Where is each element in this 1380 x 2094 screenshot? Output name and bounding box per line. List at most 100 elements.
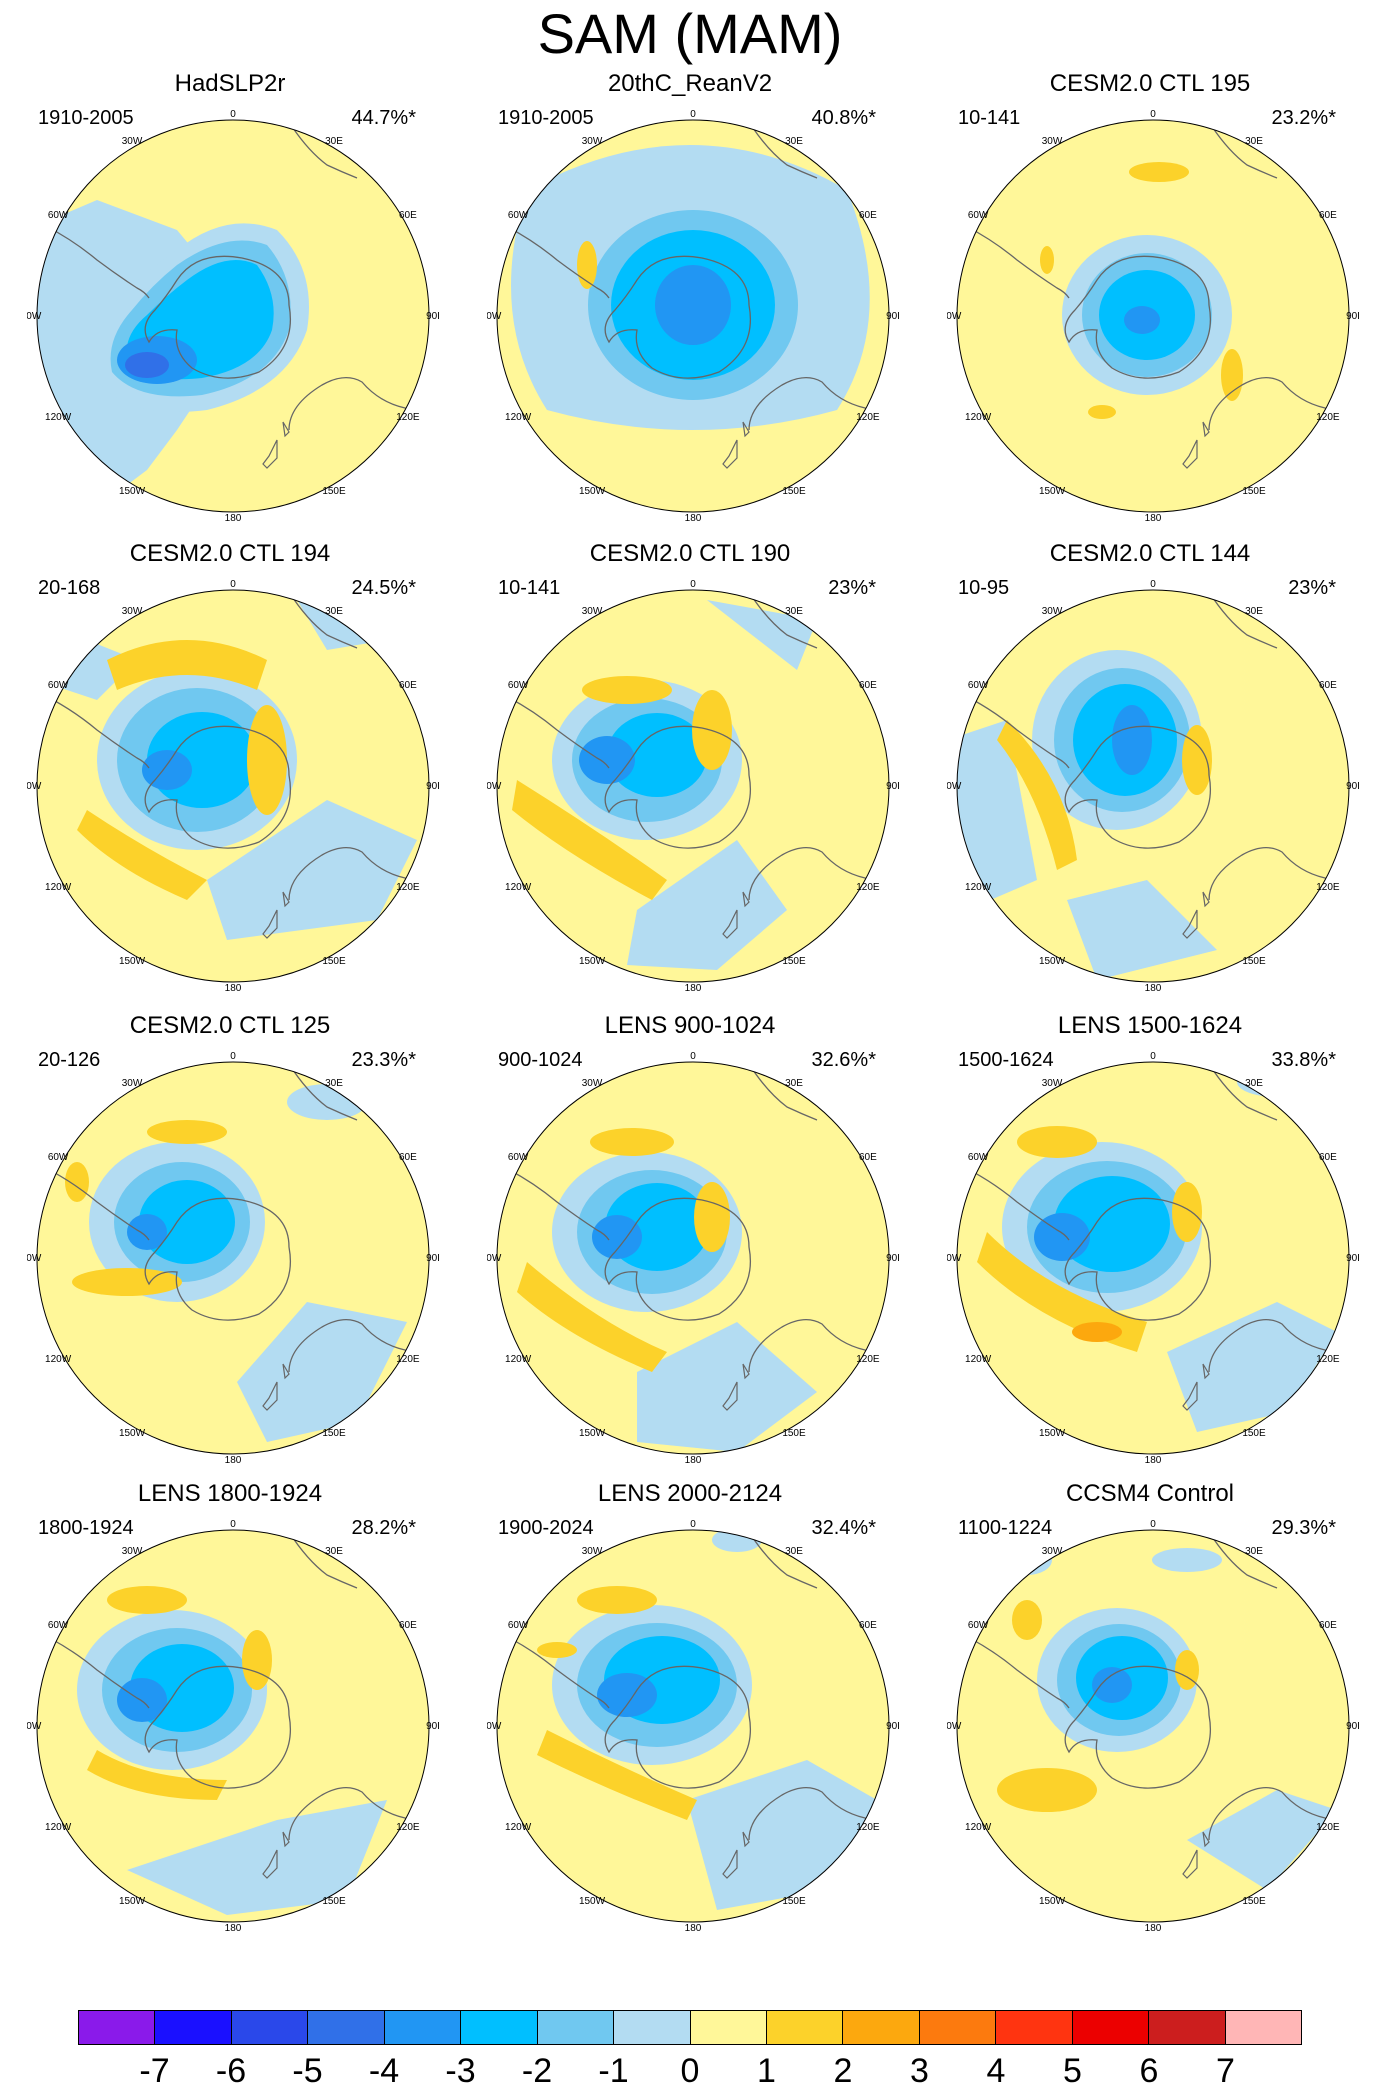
- new-zealand-coastline: [262, 891, 290, 939]
- polar-stereographic-map: 0 30E 60E 90E 120E 150E 180 150W 120W 90W 60W 30W: [27, 580, 439, 992]
- colorbar-box: [614, 2011, 691, 2044]
- longitude-label: 150E: [1242, 1896, 1266, 1907]
- longitude-label: 120E: [1316, 412, 1340, 423]
- blue-patch-south: [127, 1800, 387, 1915]
- longitude-label: 90E: [1346, 311, 1359, 322]
- longitude-label: 0: [690, 110, 696, 120]
- longitude-label: 30W: [1042, 1546, 1063, 1557]
- antarctica-coastline: [144, 1197, 292, 1321]
- map-border: [36, 119, 430, 513]
- longitude-label: 60E: [1319, 210, 1337, 221]
- panel-variance-percent: 28.2%*: [351, 1517, 417, 1539]
- longitude-label: 90E: [426, 781, 439, 792]
- longitude-label: 60E: [1319, 1152, 1337, 1163]
- longitude-label: 90W: [27, 1721, 42, 1732]
- high-pressure-arc-south: [87, 1750, 227, 1800]
- polar-stereographic-map: 0 30E 60E 90E 120E 150E 180 150W 120W 90W 60W 30W: [487, 580, 899, 992]
- colorbar-label: -7: [139, 2052, 170, 2090]
- longitude-label: 150W: [119, 956, 146, 967]
- longitude-label: 30W: [122, 136, 143, 147]
- blue-patch-south: [627, 840, 787, 970]
- longitude-label: 120W: [505, 1822, 532, 1833]
- colorbar: [78, 2010, 1302, 2045]
- longitude-label: 0: [690, 580, 696, 590]
- colorbar-box: [155, 2011, 232, 2044]
- south-america-coastline: [37, 1629, 150, 1709]
- longitude-label: 180: [1145, 983, 1162, 992]
- longitude-label: 30W: [122, 1546, 143, 1557]
- longitude-label: 180: [685, 513, 702, 522]
- longitude-label: 120W: [965, 882, 992, 893]
- longitude-label: 30E: [785, 1078, 803, 1089]
- south-america-coastline: [957, 219, 1070, 299]
- antarctica-coastline: [604, 725, 752, 849]
- panel-years: 10-95: [958, 577, 1010, 599]
- africa-coastline: [748, 121, 818, 179]
- panel-years: 10-141: [498, 577, 561, 599]
- low-pressure-core: [597, 1673, 657, 1717]
- longitude-label: 60E: [399, 210, 417, 221]
- high-pressure-patch-north: [582, 676, 672, 704]
- longitude-label: 150W: [119, 1896, 146, 1907]
- longitude-label: 120W: [45, 412, 72, 423]
- longitude-label: 90W: [947, 1721, 962, 1732]
- new-zealand-coastline: [722, 1363, 750, 1411]
- longitude-label: 180: [685, 983, 702, 992]
- longitude-label: 60E: [859, 1152, 877, 1163]
- panel-variance-percent: 40.8%*: [811, 107, 877, 129]
- colorbar-label: 2: [833, 2052, 853, 2090]
- new-zealand-coastline: [722, 1831, 750, 1879]
- longitude-label: 90E: [886, 1253, 899, 1264]
- low-pressure-core: [117, 1678, 167, 1722]
- low-pressure-core: [1112, 705, 1152, 775]
- africa-coastline: [1208, 1063, 1278, 1121]
- longitude-label: 90W: [27, 1253, 42, 1264]
- colorbar-box: [537, 2011, 615, 2044]
- longitude-label: 120W: [505, 412, 532, 423]
- longitude-label: 60E: [399, 680, 417, 691]
- panel-years: 1910-2005: [498, 107, 594, 129]
- africa-coastline: [1208, 121, 1278, 179]
- map-border: [36, 589, 430, 983]
- longitude-label: 90W: [27, 781, 42, 792]
- longitude-label: 120E: [396, 882, 420, 893]
- blue-patch-south: [1067, 880, 1217, 980]
- high-pressure-patch-east: [1172, 1182, 1202, 1242]
- longitude-label: 90E: [1346, 1721, 1359, 1732]
- new-zealand-coastline: [1182, 1363, 1210, 1411]
- polar-stereographic-map: 0 30E 60E 90E 120E 150E 180 150W 120W 90W 60W 30W: [487, 110, 899, 522]
- longitude-label: 30E: [325, 1078, 343, 1089]
- high-pressure-patch-west: [65, 1162, 89, 1202]
- map-panel: LENS 900-1024 900-1024 32.6%* 0 30E 60E 90E 120…: [460, 1012, 920, 1482]
- longitude-label: 90W: [487, 1253, 502, 1264]
- blue-patch-ne: [1152, 1548, 1222, 1572]
- longitude-label: 60E: [399, 1620, 417, 1631]
- longitude-label: 90W: [947, 781, 962, 792]
- high-pressure-arc-south: [977, 1232, 1147, 1352]
- colorbar-box: [384, 2011, 462, 2044]
- longitude-label: 60E: [859, 210, 877, 221]
- map-panel: CESM2.0 CTL 144 10-95 23%* 0 30E 60E 90E 120E 15…: [920, 540, 1380, 1010]
- antarctica-coastline: [144, 725, 292, 849]
- high-pressure-patch-north: [147, 1120, 227, 1144]
- map-panel: CESM2.0 CTL 125 20-126 23.3%* 0 30E 60E 90E 120…: [0, 1012, 460, 1482]
- longitude-label: 0: [230, 1520, 236, 1530]
- colorbar-box: [1072, 2011, 1150, 2044]
- africa-coastline: [288, 591, 358, 649]
- longitude-label: 30W: [582, 136, 603, 147]
- south-america-coastline: [37, 1161, 150, 1241]
- colorbar-label: 4: [986, 2052, 1006, 2090]
- panel-title: CESM2.0 CTL 144: [1049, 540, 1251, 567]
- panel-variance-percent: 24.5%*: [351, 577, 417, 599]
- low-pressure-core: [1124, 306, 1160, 334]
- panel-title: HadSLP2r: [174, 70, 286, 97]
- longitude-label: 150E: [322, 1428, 346, 1439]
- longitude-label: 90W: [947, 311, 962, 322]
- longitude-label: 90W: [487, 781, 502, 792]
- high-pressure-patch-south: [997, 1768, 1097, 1812]
- map-border: [496, 119, 890, 513]
- africa-coastline: [1208, 1531, 1278, 1589]
- high-pressure-arc-south: [512, 780, 667, 900]
- longitude-label: 150W: [579, 1428, 606, 1439]
- colorbar-label: -6: [215, 2052, 247, 2090]
